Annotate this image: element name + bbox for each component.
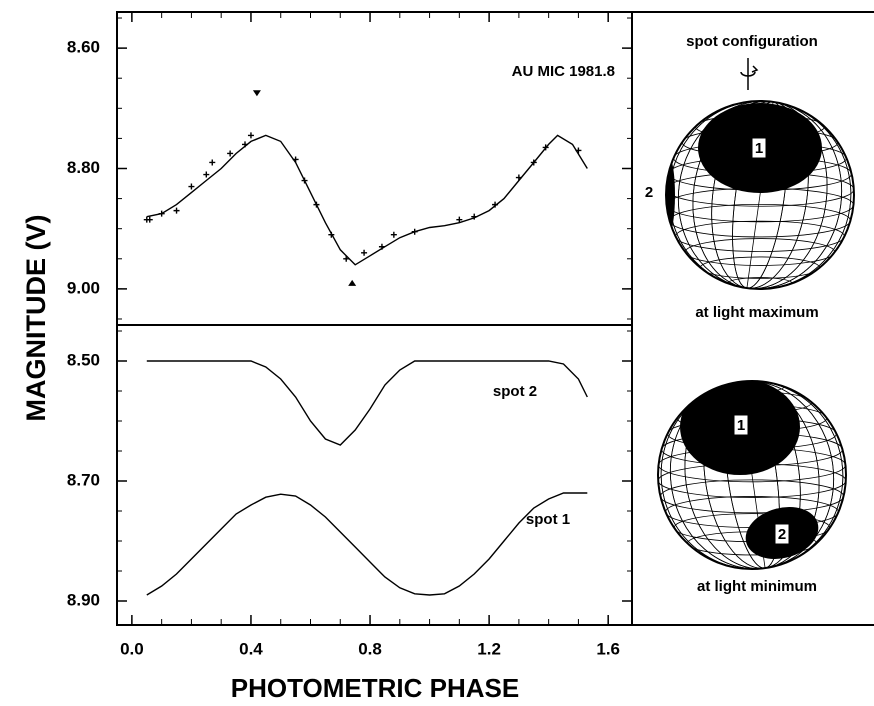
observation: [471, 213, 478, 220]
top-panel-frame: [116, 11, 633, 326]
y-tick-label: 8.50: [67, 350, 100, 369]
light-curve: [146, 360, 588, 446]
observation: [492, 201, 499, 208]
bottom-panel-frame: [116, 324, 633, 626]
series-label: spot 1: [526, 511, 570, 528]
observation: [227, 150, 234, 157]
spot-label: 2: [778, 526, 786, 543]
observation: [209, 159, 216, 166]
y-tick-label: 8.90: [67, 590, 100, 609]
observation: [343, 255, 350, 262]
observation: [361, 249, 368, 256]
x-tick-label: 0.4: [239, 639, 263, 658]
diagram-caption: at light minimum: [697, 578, 817, 595]
observation: [242, 141, 249, 148]
observation: [515, 174, 522, 181]
observation: [292, 156, 299, 163]
spot-label-box: [774, 523, 790, 545]
observation: [247, 132, 254, 139]
x-axis-label: PHOTOMETRIC PHASE: [231, 673, 519, 703]
extreme-marker: [348, 279, 357, 286]
series-label: spot 2: [493, 383, 537, 400]
rotation-axis-icon: [740, 58, 759, 90]
light-curve: [146, 492, 588, 596]
y-tick-label: 8.80: [67, 158, 100, 177]
observation: [173, 207, 180, 214]
observation: [378, 243, 385, 250]
diagram-caption: at light maximum: [695, 304, 818, 321]
spot-label-box: [733, 414, 749, 436]
star-sphere: [666, 101, 854, 289]
observation: [203, 171, 210, 178]
star-sphere: [658, 381, 846, 569]
y-tick-label: 8.70: [67, 470, 100, 489]
spot-label: 2: [645, 184, 653, 201]
spot-label: 1: [737, 417, 745, 434]
observation: [390, 231, 397, 238]
spot-label-box: [751, 137, 767, 159]
observation: [530, 159, 537, 166]
y-tick-label: 8.60: [67, 38, 100, 57]
observation: [575, 147, 582, 154]
observation: [158, 210, 165, 217]
observation: [313, 201, 320, 208]
observation: [188, 183, 195, 190]
observation: [411, 228, 418, 235]
observation: [456, 216, 463, 223]
observation: [301, 177, 308, 184]
spot: [666, 155, 675, 235]
light-curve: [146, 134, 588, 266]
star-outline: [665, 100, 855, 290]
observation: [328, 231, 335, 238]
y-axis-label: MAGNITUDE (V): [21, 215, 51, 422]
x-tick-label: 0.8: [358, 639, 382, 658]
chart-title: AU MIC 1981.8: [512, 63, 615, 80]
extreme-marker: [252, 90, 261, 97]
x-tick-label: 0.0: [120, 639, 144, 658]
observation: [146, 216, 153, 223]
x-tick-label: 1.2: [477, 639, 501, 658]
observation: [542, 144, 549, 151]
star-outline: [657, 380, 847, 570]
x-tick-label: 1.6: [596, 639, 620, 658]
y-tick-label: 9.00: [67, 278, 100, 297]
diagram-title: spot configuration: [686, 33, 818, 50]
spot-label: 1: [755, 140, 763, 157]
